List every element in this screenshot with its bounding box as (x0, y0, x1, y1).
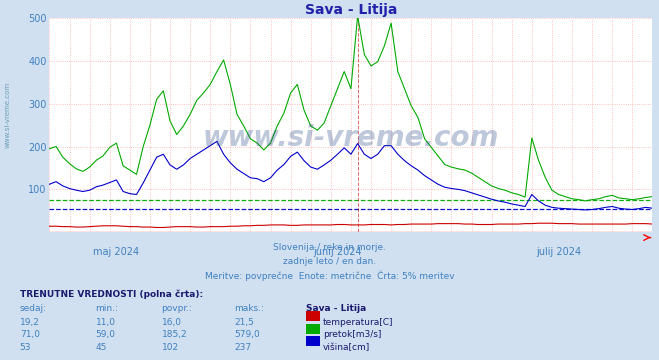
Text: 237: 237 (234, 343, 251, 352)
Text: povpr.:: povpr.: (161, 304, 192, 313)
Text: www.si-vreme.com: www.si-vreme.com (5, 82, 11, 148)
Text: 59,0: 59,0 (96, 330, 115, 339)
Text: 185,2: 185,2 (161, 330, 187, 339)
Text: 53: 53 (20, 343, 31, 352)
Text: 579,0: 579,0 (234, 330, 260, 339)
Text: 45: 45 (96, 343, 107, 352)
Text: zadnje leto / en dan.: zadnje leto / en dan. (283, 257, 376, 266)
Text: Meritve: povprečne  Enote: metrične  Črta: 5% meritev: Meritve: povprečne Enote: metrične Črta:… (205, 271, 454, 281)
Text: 71,0: 71,0 (20, 330, 40, 339)
Text: min.:: min.: (96, 304, 119, 313)
Text: julij 2024: julij 2024 (536, 247, 581, 257)
Text: Slovenija / reke in morje.: Slovenija / reke in morje. (273, 243, 386, 252)
Text: maks.:: maks.: (234, 304, 264, 313)
Text: 11,0: 11,0 (96, 318, 115, 327)
Text: 102: 102 (161, 343, 179, 352)
Text: pretok[m3/s]: pretok[m3/s] (323, 330, 382, 339)
Text: TRENUTNE VREDNOSTI (polna črta):: TRENUTNE VREDNOSTI (polna črta): (20, 290, 203, 299)
Text: višina[cm]: višina[cm] (323, 343, 370, 352)
Text: junij 2024: junij 2024 (313, 247, 362, 257)
Text: 16,0: 16,0 (161, 318, 181, 327)
Text: maj 2024: maj 2024 (94, 247, 140, 257)
Text: sedaj:: sedaj: (20, 304, 47, 313)
Title: Sava - Litija: Sava - Litija (304, 3, 397, 17)
Text: Sava - Litija: Sava - Litija (306, 304, 366, 313)
Text: temperatura[C]: temperatura[C] (323, 318, 393, 327)
Text: 19,2: 19,2 (20, 318, 40, 327)
Text: www.si-vreme.com: www.si-vreme.com (203, 124, 499, 152)
Text: 21,5: 21,5 (234, 318, 254, 327)
